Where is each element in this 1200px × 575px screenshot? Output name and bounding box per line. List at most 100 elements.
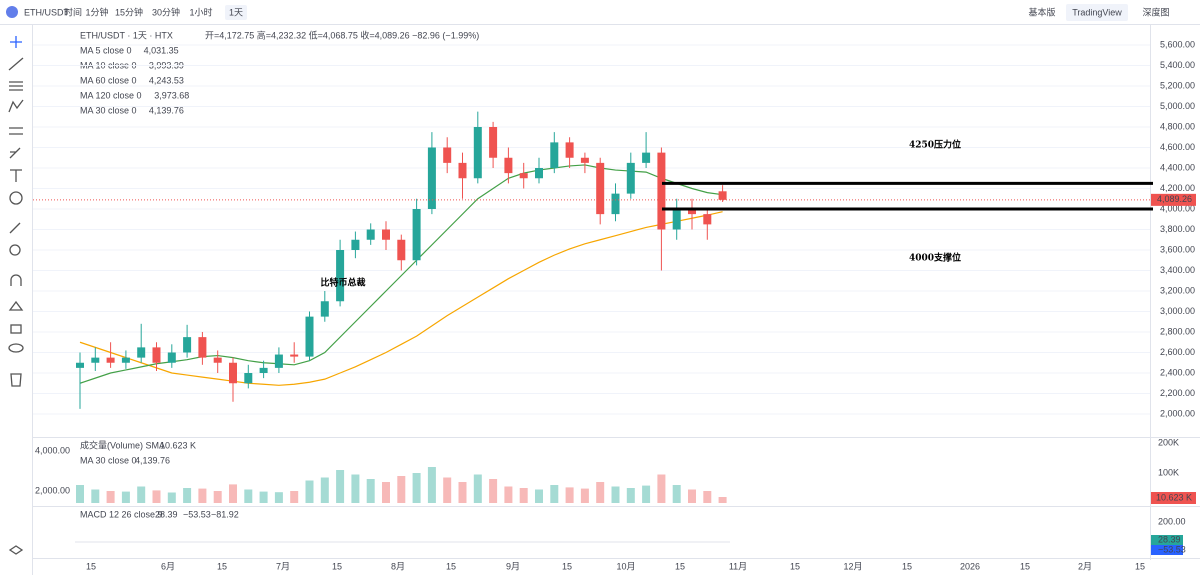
x-tick-label: 10月 — [616, 561, 635, 571]
candle-body — [458, 162, 467, 179]
volume-bar — [305, 480, 314, 503]
volume-bar — [397, 476, 406, 503]
candle-body — [274, 354, 283, 368]
pattern-tool[interactable] — [8, 99, 24, 113]
volume-bar — [152, 490, 161, 503]
volume-bar — [320, 477, 329, 503]
last-price-bg — [1151, 193, 1196, 206]
interval-button[interactable]: 15分钟 — [115, 6, 143, 17]
view-button[interactable]: 基本版 — [1028, 6, 1055, 17]
ma-legend-name: MA 120 close 0 — [80, 90, 142, 100]
candle-body — [657, 152, 666, 230]
active-view-bg — [1066, 4, 1128, 21]
stay-drawing-tool[interactable] — [8, 300, 24, 311]
x-tick-label: 15 — [1020, 561, 1030, 571]
volume-bar — [76, 485, 84, 503]
candle-body — [366, 229, 375, 240]
x-tick-label: 15 — [86, 561, 96, 571]
y-tick-label: 4,800.00 — [1160, 121, 1195, 131]
candle-body — [137, 347, 146, 358]
brush-tool[interactable] — [9, 147, 21, 159]
y-tick-label: 3,000.00 — [1160, 306, 1195, 316]
candle-body — [596, 162, 605, 215]
ruler-tool[interactable] — [9, 222, 21, 234]
view-button[interactable]: 深度图 — [1142, 6, 1169, 17]
ma-legend-value: 4,243.53 — [149, 75, 184, 85]
x-tick-label: 6月 — [161, 561, 175, 571]
crosshair-tool[interactable] — [10, 36, 22, 48]
emoji-tool[interactable] — [9, 191, 23, 205]
candle-body — [183, 337, 192, 353]
macd-axis-label: 28.39 — [1158, 534, 1181, 544]
volume-bar — [596, 482, 605, 503]
y-tick-label: 4,400.00 — [1160, 162, 1195, 172]
candle-body — [76, 362, 84, 368]
y-tick-label: 5,400.00 — [1160, 60, 1195, 70]
volume-bar — [489, 479, 498, 503]
layers-tool[interactable] — [8, 545, 24, 555]
volume-legend-value: 10.623 K — [160, 440, 196, 450]
zoom-tool[interactable] — [9, 244, 21, 256]
volume-last-label: 10.623 K — [1156, 492, 1192, 502]
x-tick-label: 2026 — [960, 561, 980, 571]
x-tick-label: 15 — [790, 561, 800, 571]
candle-body — [351, 239, 360, 250]
y-tick-label: 3,600.00 — [1160, 244, 1195, 254]
volume-bar — [642, 485, 651, 503]
y-tick-label: 5,600.00 — [1160, 39, 1195, 49]
ma-legend-value: 4,139.76 — [149, 105, 184, 115]
volume-bar — [412, 473, 421, 503]
x-tick-label: 15 — [902, 561, 912, 571]
macd-axis-bg — [1151, 535, 1183, 545]
x-tick-label: 11月 — [729, 561, 747, 571]
volume-bar — [504, 486, 513, 503]
volume-bar — [336, 470, 345, 503]
text-tool[interactable] — [10, 169, 22, 182]
candle-body — [397, 239, 406, 261]
volume-bar — [167, 492, 176, 503]
magnet-tool[interactable] — [10, 274, 22, 286]
interval-button[interactable]: 时间 — [64, 6, 82, 17]
volume-bar — [626, 488, 635, 503]
macd-axis-label: −53.53 — [1158, 544, 1186, 554]
projection-tool[interactable] — [9, 127, 23, 135]
candle-body — [489, 127, 498, 158]
interval-button[interactable]: 1分钟 — [85, 6, 108, 17]
candle-body — [213, 357, 222, 363]
trash-tool[interactable] — [10, 373, 22, 387]
candle-body — [718, 191, 727, 200]
candle-body — [504, 157, 513, 174]
symbol-label[interactable]: ETH/USDT — [24, 7, 70, 17]
volume-bar — [535, 489, 543, 503]
symbol-icon — [6, 6, 18, 18]
volume-bar — [259, 491, 268, 503]
x-tick-label: 15 — [562, 561, 572, 571]
y-tick-label: 3,800.00 — [1160, 224, 1195, 234]
interval-button[interactable]: 1小时 — [189, 6, 212, 17]
x-tick-label: 8月 — [391, 561, 405, 571]
candle-body — [336, 250, 345, 302]
interval-button[interactable]: 1天 — [229, 7, 243, 17]
lock-tool[interactable] — [10, 324, 22, 334]
ma-legend-name: MA 60 close 0 — [80, 75, 137, 85]
candle-body — [473, 127, 482, 179]
x-tick-label: 15 — [217, 561, 227, 571]
volume-bar — [443, 477, 452, 503]
fib-tool[interactable] — [9, 81, 23, 91]
legend-title: ETH/USDT · 1天 · HTX — [80, 30, 173, 40]
interval-button[interactable]: 30分钟 — [152, 6, 180, 17]
candle-body — [244, 373, 253, 384]
macd-value: −81.92 — [211, 509, 239, 519]
candle-body — [106, 357, 115, 363]
volume-left-tick: 4,000.00 — [35, 445, 70, 455]
hide-tool[interactable] — [8, 343, 24, 353]
ma-legend-name: MA 30 close 0 — [80, 105, 137, 115]
volume-bar — [580, 488, 589, 503]
macd-value: −53.53 — [183, 509, 211, 519]
x-tick-label: 12月 — [843, 561, 862, 571]
x-tick-label: 15 — [332, 561, 342, 571]
candle-body — [626, 162, 635, 194]
line-tool[interactable] — [8, 57, 24, 71]
view-button[interactable]: TradingView — [1072, 7, 1122, 17]
